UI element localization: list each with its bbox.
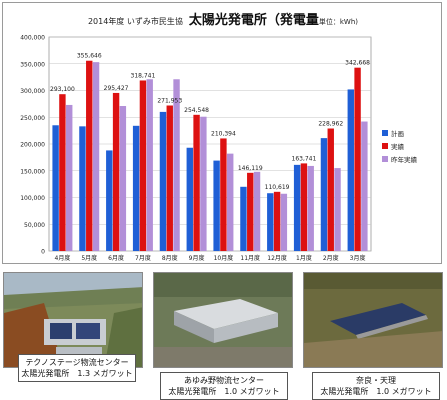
data-label: 146,119 bbox=[238, 165, 263, 172]
bar-plan bbox=[320, 138, 328, 251]
bar-last-year bbox=[227, 153, 234, 251]
bar-plan bbox=[293, 164, 301, 251]
y-tick-label: 50,000 bbox=[24, 222, 45, 229]
x-tick-label: 6月度 bbox=[108, 254, 124, 262]
bar-plan bbox=[159, 111, 167, 252]
bar-plan bbox=[267, 193, 274, 251]
legend-swatch bbox=[382, 143, 388, 149]
bar-last-year bbox=[119, 106, 127, 251]
data-label: 228,962 bbox=[318, 121, 343, 128]
data-label: 254,548 bbox=[184, 107, 209, 114]
photo-caption-name: あゆみ野物流センター bbox=[184, 376, 264, 385]
bar-last-year bbox=[200, 116, 207, 251]
photo-nara-tenri bbox=[303, 272, 443, 368]
x-tick-label: 7月度 bbox=[135, 254, 151, 262]
bar-plan bbox=[79, 126, 86, 251]
bar-actual bbox=[59, 94, 66, 251]
bar-last-year bbox=[280, 193, 288, 251]
data-label: 293,100 bbox=[50, 86, 75, 93]
bar-plan bbox=[240, 186, 247, 251]
y-tick-label: 300,000 bbox=[20, 88, 45, 95]
photo-caption-plant: 太陽光発電所 1.0 メガワット bbox=[168, 387, 280, 396]
y-tick-label: 150,000 bbox=[20, 168, 45, 175]
bar-plan bbox=[52, 125, 59, 251]
y-tick-label: 200,000 bbox=[20, 142, 45, 149]
data-label: 318,741 bbox=[131, 72, 156, 79]
photo-caption-plant: 太陽光発電所 1.0 メガワット bbox=[320, 387, 432, 396]
y-tick-label: 400,000 bbox=[20, 35, 45, 42]
bar-actual bbox=[300, 163, 308, 251]
x-tick-label: 12月度 bbox=[267, 254, 287, 262]
photo-ayumino bbox=[153, 272, 293, 368]
bar-actual bbox=[220, 138, 227, 251]
bar-actual bbox=[193, 114, 200, 251]
photo-caption: あゆみ野物流センター 太陽光発電所 1.0 メガワット bbox=[160, 372, 288, 400]
legend-label: 計画 bbox=[391, 129, 404, 138]
chart-title-unit: 単位：kWh) bbox=[318, 18, 359, 26]
data-label: 163,741 bbox=[292, 155, 317, 162]
x-tick-label: 1月度 bbox=[296, 254, 312, 262]
bar-last-year bbox=[146, 79, 153, 251]
x-tick-label: 8月度 bbox=[162, 254, 178, 262]
bar-last-year bbox=[361, 121, 368, 251]
bar-actual bbox=[273, 191, 281, 251]
bar-plan bbox=[186, 147, 193, 251]
data-label: 342,668 bbox=[345, 60, 370, 67]
bar-actual bbox=[139, 80, 147, 251]
bar-actual bbox=[112, 92, 120, 251]
aerial-photo-image bbox=[304, 273, 442, 367]
bar-actual bbox=[327, 128, 334, 251]
bar-actual bbox=[247, 172, 254, 251]
x-tick-label: 2月度 bbox=[323, 254, 339, 262]
data-label: 295,427 bbox=[104, 85, 129, 92]
bar-actual bbox=[166, 105, 173, 251]
bar-last-year bbox=[253, 171, 261, 251]
chart-frame: 2014年度 いずみ市民生協 太陽光発電所（発電量単位：kWh) 0 50,000 1… bbox=[2, 2, 442, 264]
bar-plan bbox=[106, 150, 113, 251]
bar-last-year bbox=[334, 168, 341, 251]
y-tick-label: 350,000 bbox=[20, 61, 45, 68]
photo-caption-name: テクノステージ物流センター bbox=[25, 358, 129, 367]
aerial-photo-image bbox=[154, 273, 292, 367]
data-label: 110,619 bbox=[265, 184, 290, 191]
bar-plan bbox=[213, 160, 220, 251]
chart-title: 2014年度 いずみ市民生協 太陽光発電所（発電量単位：kWh) bbox=[3, 9, 443, 28]
x-tick-label: 9月度 bbox=[189, 254, 205, 262]
photo-caption: 奈良・天理 太陽光発電所 1.0 メガワット bbox=[312, 372, 440, 400]
legend-label: 昨年実績 bbox=[391, 155, 418, 164]
y-tick-label: 100,000 bbox=[20, 195, 45, 202]
photo-caption-name: 奈良・天理 bbox=[356, 376, 396, 385]
bar-actual bbox=[354, 67, 361, 251]
x-tick-label: 3月度 bbox=[350, 254, 366, 262]
bar-chart: 0 50,000 100,000 150,000 200,000 250,000 300,0… bbox=[20, 35, 418, 263]
x-tick-label: 5月度 bbox=[81, 254, 97, 262]
y-tick-label: 0 bbox=[41, 249, 45, 256]
data-label: 355,646 bbox=[77, 53, 102, 60]
bar-last-year bbox=[66, 104, 73, 251]
photo-caption: テクノステージ物流センター 太陽光発電所 1.3 メガワット bbox=[18, 354, 136, 382]
photo-techno-stage bbox=[3, 272, 143, 368]
legend-swatch bbox=[382, 156, 388, 162]
aerial-photo-image bbox=[4, 273, 142, 367]
y-tick-label: 250,000 bbox=[20, 115, 45, 122]
bar-plan bbox=[132, 125, 140, 251]
bar-last-year bbox=[92, 62, 100, 251]
x-tick-label: 4月度 bbox=[55, 254, 71, 262]
x-tick-label: 11月度 bbox=[240, 254, 260, 262]
data-label: 271,953 bbox=[157, 98, 182, 105]
chart-title-main: 太陽光発電所（発電量 bbox=[188, 13, 319, 28]
bar-actual bbox=[86, 60, 93, 252]
bar-last-year bbox=[307, 165, 314, 251]
data-label: 210,394 bbox=[211, 130, 236, 137]
legend-swatch bbox=[382, 130, 388, 136]
chart-title-prefix: 2014年度 いずみ市民生協 bbox=[87, 17, 183, 26]
bar-last-year bbox=[173, 79, 180, 251]
photo-caption-plant: 太陽光発電所 1.3 メガワット bbox=[21, 369, 133, 378]
x-tick-label: 10月度 bbox=[214, 254, 234, 262]
bar-plan bbox=[347, 89, 354, 252]
legend-label: 実績 bbox=[391, 142, 405, 151]
